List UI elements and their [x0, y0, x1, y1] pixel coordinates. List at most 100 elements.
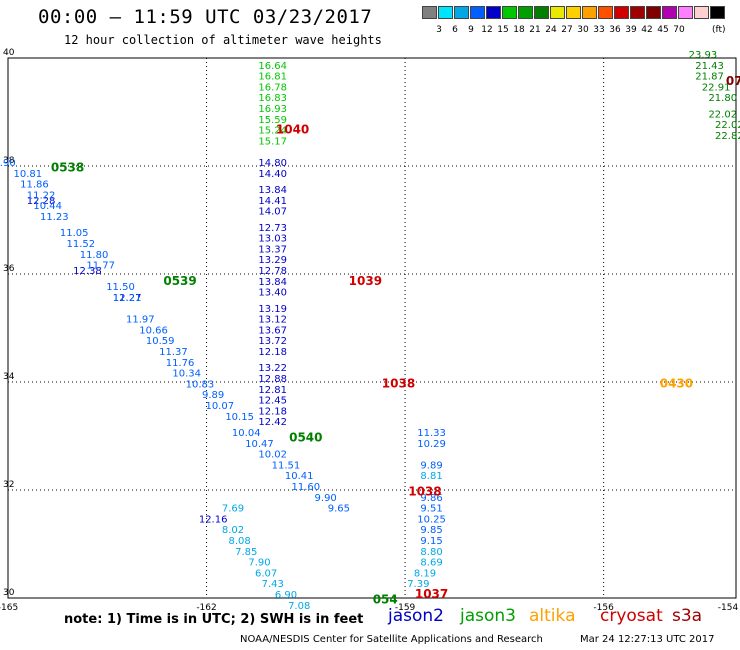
colorbar-swatch	[518, 6, 533, 19]
colorbar-swatch	[630, 6, 645, 19]
swh-label: 7.90	[248, 558, 270, 569]
y-tick-label: 40	[3, 48, 15, 58]
swh-label: 13.37	[258, 244, 287, 255]
colorbar-label: 30	[577, 25, 589, 35]
time-label: 1039	[349, 274, 382, 288]
swh-label: 10.41	[285, 471, 314, 482]
swh-label: 7.85	[235, 547, 257, 558]
swh-label: 11.97	[126, 315, 155, 326]
swh-label: 7.69	[222, 504, 244, 515]
swh-label: 11.52	[66, 239, 95, 250]
time-label: 1038	[408, 484, 441, 498]
swh-label: 13.12	[258, 315, 287, 326]
colorbar-swatch	[438, 6, 453, 19]
swh-label: 11.76	[166, 358, 195, 369]
colorbar-label: 18	[513, 25, 525, 35]
swh-label: 10.07	[205, 401, 234, 412]
swh-label: 11.51	[272, 460, 301, 471]
swh-label: 15.24	[258, 126, 287, 137]
swh-label: 14.41	[258, 196, 287, 207]
y-tick-label: 34	[3, 372, 15, 382]
time-label: 1040	[276, 123, 309, 137]
swh-label: 12.42	[258, 417, 287, 428]
swh-label: 11.86	[20, 180, 49, 191]
colorbar-swatch	[422, 6, 437, 19]
swh-label: 9.15	[420, 536, 442, 547]
swh-label: 11.90	[0, 158, 16, 169]
time-label: 1037	[415, 587, 448, 601]
swh-label: 13.72	[258, 336, 287, 347]
swh-label: 14.07	[258, 207, 287, 218]
chart-note: note: 1) Time is in UTC; 2) SWH is in fe…	[64, 612, 364, 627]
swh-label: 21.87	[695, 72, 724, 83]
colorbar-swatch	[662, 6, 677, 19]
swh-label: 6.90	[275, 590, 297, 601]
swh-label: 6.07	[255, 568, 277, 579]
swh-label: 7.08	[288, 601, 310, 612]
swh-label: 15.59	[258, 115, 287, 126]
swh-label: 13.29	[258, 255, 287, 266]
swh-label: 9.86	[420, 493, 442, 504]
swh-label: 12.18	[258, 406, 287, 417]
swh-label: 8.69	[420, 558, 442, 569]
swh-label: 8.80	[420, 547, 442, 558]
colorbar-swatch	[470, 6, 485, 19]
time-label: 054	[373, 592, 398, 606]
colorbar-swatch	[486, 6, 501, 19]
y-tick-label: 38	[3, 156, 15, 166]
swh-label: 13.40	[258, 288, 287, 299]
swh-label: 13.84	[258, 277, 287, 288]
footer-timestamp: Mar 24 12:27:13 UTC 2017	[580, 634, 715, 645]
colorbar-label: 6	[452, 25, 458, 35]
x-tick-label: -165	[0, 603, 18, 613]
swh-label: 11.22	[27, 190, 56, 201]
swh-label: 12.78	[258, 266, 287, 277]
colorbar-swatch	[582, 6, 597, 19]
time-label: 0538	[51, 160, 84, 174]
swh-label: 13.22	[258, 363, 287, 374]
swh-label: 12.27	[113, 293, 142, 304]
swh-label: 16.81	[258, 72, 287, 83]
x-tick-label: -159	[395, 603, 416, 613]
swh-label: 10.44	[33, 201, 62, 212]
swh-label: 10.83	[186, 379, 215, 390]
colorbar-label: 36	[609, 25, 621, 35]
swh-label: 10.02	[258, 450, 287, 461]
swh-label: 22.02	[715, 120, 740, 131]
colorbar-label: 3	[436, 25, 442, 35]
colorbar-label: 33	[593, 25, 605, 35]
swh-label: 12.28	[27, 196, 56, 207]
swh-label: 9.85	[420, 525, 442, 536]
swh-label: 11.80	[80, 250, 109, 261]
swh-label: 12.81	[258, 385, 287, 396]
swh-label: 23.93	[689, 50, 718, 61]
colorbar-swatch	[454, 6, 469, 19]
swh-label: 22.91	[702, 82, 731, 93]
swh-label: 13.03	[258, 234, 287, 245]
swh-label: 11.23	[40, 212, 69, 223]
swh-label: 11.37	[159, 347, 188, 358]
colorbar-label: 27	[561, 25, 573, 35]
swh-label: 16.93	[258, 104, 287, 115]
colorbar-swatch	[710, 6, 725, 19]
colorbar-label: 70	[673, 25, 685, 35]
colorbar-label: 24	[545, 25, 557, 35]
colorbar-label: 21	[529, 25, 541, 35]
time-label: 0430	[660, 376, 693, 390]
swh-label: 11.33	[417, 428, 446, 439]
swh-label: 11.77	[86, 261, 115, 272]
x-tick-label: -162	[196, 603, 216, 613]
colorbar-swatch	[614, 6, 629, 19]
swh-label: 9.89	[202, 390, 224, 401]
swh-label: 10.34	[172, 369, 201, 380]
colorbar-swatch	[502, 6, 517, 19]
swh-label: 22.02	[708, 109, 737, 120]
colorbar-label: 39	[625, 25, 637, 35]
time-label: 1038	[382, 376, 415, 390]
colorbar-label: 15	[497, 25, 509, 35]
swh-label: 10.15	[225, 412, 254, 423]
swh-label: 16.83	[258, 93, 287, 104]
swh-label: 16.64	[258, 61, 287, 72]
swh-label: 7.43	[262, 579, 284, 590]
